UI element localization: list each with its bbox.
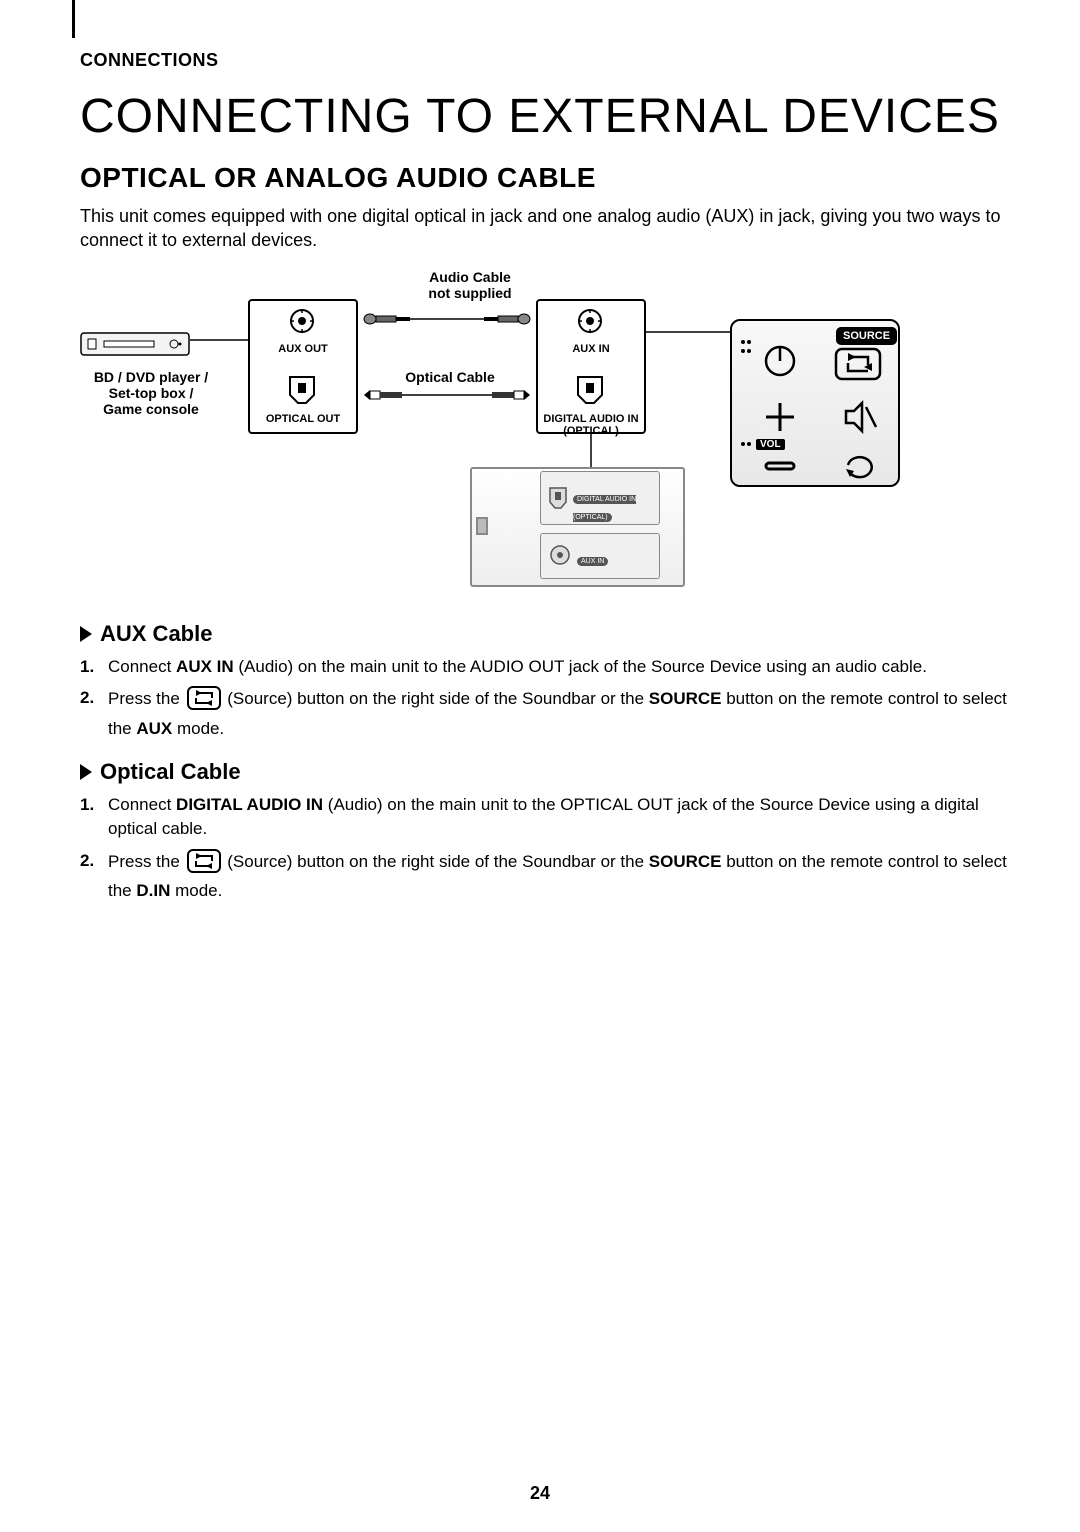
page-number: 24 [0,1483,1080,1504]
aux-cable-heading: AUX Cable [80,621,1020,647]
section-label: CONNECTIONS [80,50,1020,71]
power-icon [762,343,798,379]
leader-line [590,434,592,472]
audio-cable-label: Audio Cable not supplied [390,269,550,301]
aux-jack-icon [288,307,316,335]
port-aux-label: AUX IN [577,550,608,568]
optical-cable-label: Optical Cable [390,369,510,385]
triangle-icon [80,626,92,642]
optical-port-icon [286,375,318,405]
list-item: 1. Connect AUX IN (Audio) on the main un… [80,655,1020,679]
aux-steps: 1. Connect AUX IN (Audio) on the main un… [80,655,1020,741]
triangle-icon [80,764,92,780]
connection-diagram: Audio Cable not supplied BD / DVD player… [80,269,1020,599]
list-item: 2. Press the (Source) button on the righ… [80,686,1020,741]
port-digital-label: DIGITAL AUDIO IN (OPTICAL) [573,488,636,524]
aux-in-label: AUX IN [540,343,642,356]
audio-cable-graphic [362,311,532,327]
optical-cable-graphic [362,387,532,403]
aux-jack-icon [576,307,604,335]
intro-paragraph: This unit comes equipped with one digita… [80,204,1020,253]
optical-port-icon [574,375,606,405]
connector-line [646,331,736,333]
source-device-label: BD / DVD player /Set-top box /Game conso… [76,369,226,417]
manual-page: CONNECTIONS CONNECTING TO EXTERNAL DEVIC… [0,0,1080,1532]
aux-port-mini-icon [549,544,571,566]
source-icon [187,686,221,717]
optical-out-label: OPTICAL OUT [250,413,356,426]
subsection-title: OPTICAL OR ANALOG AUDIO CABLE [80,162,1020,194]
volume-up-icon [760,397,800,437]
unit-foot [476,517,488,535]
mute-icon [840,397,880,437]
connector-line [190,339,250,341]
source-icon [187,849,221,880]
dots-icon [740,441,752,455]
port-well-optical: DIGITAL AUDIO IN (OPTICAL) [540,471,660,525]
source-device-icon [80,327,190,361]
port-well-aux: AUX IN [540,533,660,579]
side-rule [72,0,75,38]
source-icon [834,347,882,381]
dots-icon [740,339,752,369]
vol-label: VOL [756,439,785,450]
optical-port-mini-icon [547,486,569,512]
cycle-icon [840,449,880,481]
source-indicator: SOURCE [836,327,897,345]
aux-out-label: AUX OUT [252,343,354,356]
volume-down-icon [760,455,800,479]
list-item: 1. Connect DIGITAL AUDIO IN (Audio) on t… [80,793,1020,841]
optical-steps: 1. Connect DIGITAL AUDIO IN (Audio) on t… [80,793,1020,903]
page-title: CONNECTING TO EXTERNAL DEVICES [80,89,1020,144]
optical-cable-heading: Optical Cable [80,759,1020,785]
list-item: 2. Press the (Source) button on the righ… [80,849,1020,904]
